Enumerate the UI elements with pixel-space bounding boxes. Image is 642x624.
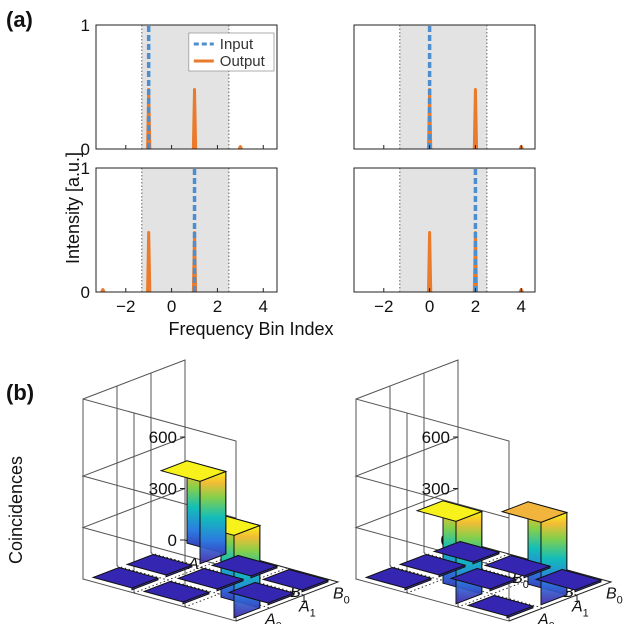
z-tick-label: 300: [149, 480, 177, 499]
floor-edge: [457, 539, 613, 622]
bar: [398, 553, 467, 578]
bar: [534, 568, 603, 593]
panel-a-label: (a): [6, 7, 33, 32]
z-tick-label: 600: [149, 428, 177, 447]
bar-top-face: [159, 460, 228, 482]
y-tick-label: 0: [81, 283, 90, 302]
bar-top-face: [91, 566, 160, 589]
bar-top-face: [449, 567, 518, 590]
bar: [500, 501, 569, 606]
output-peak: [237, 145, 243, 150]
output-peak: [100, 288, 106, 293]
bar-top-face: [432, 540, 501, 563]
bar: [483, 554, 552, 579]
bar-top-face: [125, 553, 194, 576]
y-tick-label: 1: [81, 16, 90, 35]
bar-top-face: [176, 567, 245, 590]
bar3d-plot-2: |Ψ⁻⟩0300600A1B0B1B0A1A0: [354, 359, 623, 624]
col-label: A1: [571, 599, 589, 620]
bar: [91, 566, 160, 591]
output-peak: [426, 230, 433, 293]
bar: [364, 566, 433, 591]
panel-b-label: (b): [6, 380, 34, 405]
bar-top-face: [534, 568, 603, 591]
bar: [159, 460, 228, 565]
col-label: A0: [264, 612, 282, 624]
bar-top-face: [227, 581, 296, 604]
legend-output-label: Output: [220, 53, 266, 70]
bar-top-face: [500, 501, 569, 523]
bar-side-face: [540, 511, 568, 606]
x-tick-label: 4: [517, 297, 526, 316]
legend-input-label: Input: [220, 36, 254, 53]
col-label: A0: [537, 612, 555, 624]
shaded-region: [399, 25, 487, 149]
bar: [210, 554, 279, 579]
z-tick-label: 600: [422, 428, 450, 447]
z-axis-label: Coincidences: [6, 456, 26, 564]
bar3d-plot-1: |Ψ⁺⟩0300600A1B0B1B0A1A0Coincidences: [6, 359, 350, 624]
col-label: B0: [333, 586, 350, 607]
x-tick-label: 4: [259, 297, 268, 316]
output-peak: [146, 230, 152, 293]
subplot-3: 0 1 −2 0 2 4: [81, 159, 278, 316]
bar: [227, 581, 296, 606]
panel-b-3d-bar-plots: |Ψ⁺⟩0300600A1B0B1B0A1A0Coincidences|Ψ⁻⟩0…: [6, 359, 623, 624]
z-tick-label: 300: [422, 480, 450, 499]
bar-top-face: [210, 554, 279, 577]
plot-frame: [95, 24, 278, 150]
bar: [432, 540, 501, 565]
bar: [125, 553, 194, 578]
bar-top-face: [398, 553, 467, 576]
bar-top-face: [466, 594, 535, 617]
bar: [142, 580, 211, 605]
bar: [176, 567, 245, 592]
z-grid-line: [354, 436, 510, 519]
bar-top-face: [261, 568, 330, 591]
z-grid-line: [81, 488, 237, 570]
z-grid-line: [81, 436, 237, 519]
bar-top-face: [483, 554, 552, 577]
output-peak: [472, 87, 479, 150]
z-tick-label: 0: [168, 531, 177, 550]
shaded-region: [399, 168, 487, 292]
y-tick-label: 1: [81, 159, 90, 178]
plot-frame: [353, 167, 536, 293]
floor-grid-line: [150, 552, 305, 596]
x-tick-label: 2: [471, 297, 480, 316]
output-peak: [191, 87, 198, 150]
bar-top-face: [364, 566, 433, 589]
y-tick-label: 0: [81, 140, 90, 159]
x-tick-label: 0: [425, 297, 434, 316]
floor-grid-line: [389, 565, 544, 609]
bar-top-face: [415, 500, 484, 522]
col-label: B0: [606, 586, 623, 607]
legend-box: [188, 32, 275, 72]
bar-side-face: [199, 470, 227, 565]
col-label: A1: [298, 599, 316, 620]
bar: [466, 594, 535, 619]
subplot-4: −2 0 2 4: [353, 167, 536, 316]
x-tick-label: 2: [213, 297, 222, 316]
shaded-region: [141, 168, 229, 292]
panel-a-xlabel: Frequency Bin Index: [168, 319, 333, 339]
bar: [449, 567, 518, 592]
x-tick-label: −2: [374, 297, 393, 316]
panel-a-ylabel: Intensity [a.u.]: [63, 152, 83, 264]
plot-frame: [95, 167, 278, 293]
plot-frame: [353, 24, 536, 150]
x-tick-label: 0: [167, 297, 176, 316]
bar-top-face: [142, 580, 211, 603]
x-tick-label: −2: [116, 297, 135, 316]
subplot-2: [353, 24, 536, 150]
bar: [261, 568, 330, 593]
